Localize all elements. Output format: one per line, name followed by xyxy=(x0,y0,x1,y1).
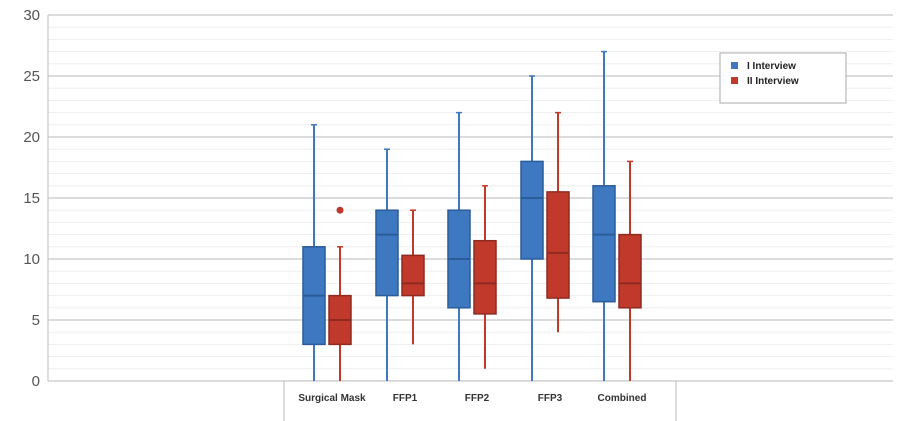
y-tick-label: 30 xyxy=(23,7,40,24)
category-label-box xyxy=(283,380,677,421)
y-tick-label: 25 xyxy=(23,68,40,85)
legend-label: I Interview xyxy=(747,61,796,72)
category-label: FFP1 xyxy=(393,393,418,404)
y-tick-label: 15 xyxy=(23,190,40,207)
box-plot xyxy=(401,209,425,345)
box-plot xyxy=(328,206,352,381)
box-iqr xyxy=(618,233,642,309)
box-iqr xyxy=(546,191,570,299)
legend-swatch xyxy=(731,77,738,84)
category-axis-box: Surgical Mask FFP1 FFP2 FFP3 Combined xyxy=(283,380,677,421)
box-iqr xyxy=(375,209,399,297)
category-label: FFP3 xyxy=(538,393,563,404)
y-tick-label: 5 xyxy=(32,312,40,329)
box-plot xyxy=(447,111,471,381)
legend-label: II Interview xyxy=(747,76,799,87)
legend: I Interview II Interview xyxy=(719,52,847,104)
box-series xyxy=(302,50,642,381)
y-tick-label: 20 xyxy=(23,129,40,146)
box-plot xyxy=(546,111,570,333)
box-plot xyxy=(618,160,642,381)
box-plot xyxy=(592,50,616,381)
box-iqr xyxy=(592,185,616,303)
y-tick-label: 0 xyxy=(32,373,40,390)
axes: 0 5 10 15 20 25 30 xyxy=(23,7,49,390)
category-label: Surgical Mask xyxy=(298,393,366,404)
category-label: FFP2 xyxy=(465,393,490,404)
legend-swatch xyxy=(731,62,738,69)
box-plot xyxy=(473,185,497,369)
box-plot xyxy=(520,75,544,381)
category-label: Combined xyxy=(598,393,647,404)
y-tick-label: 10 xyxy=(23,251,40,268)
box-plot xyxy=(375,148,399,381)
box-iqr xyxy=(520,160,544,260)
legend-box xyxy=(719,52,847,104)
box-iqr xyxy=(401,254,425,297)
outlier-point xyxy=(336,206,344,214)
box-plot xyxy=(302,124,326,381)
box-iqr xyxy=(473,239,497,315)
